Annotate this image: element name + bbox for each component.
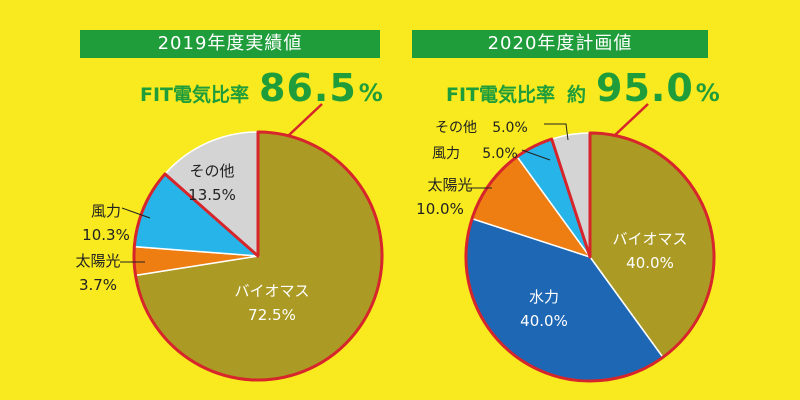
leader-line-その他 — [544, 123, 569, 141]
leader-line-風力 — [121, 207, 151, 219]
left-fit-value: 86.5 — [259, 66, 357, 110]
fit-callout-line — [287, 103, 323, 137]
right-chart-banner: 2020年度計画値 — [412, 30, 708, 58]
slice-value-バイオマス: 72.5% — [248, 306, 296, 324]
slice-label-その他: その他 — [189, 162, 234, 180]
right-fit-ratio: FIT電気比率約 95.0% — [446, 66, 720, 110]
slice-value-バイオマス: 40.0% — [626, 254, 674, 272]
slice-label-その他: その他 — [435, 120, 477, 136]
left-fit-unit: % — [358, 79, 383, 107]
right-fit-value: 95.0 — [596, 66, 694, 110]
slice-label-太陽光: 太陽光 — [75, 252, 120, 270]
slice-label-水力: 水力 — [529, 288, 559, 306]
pie-slice-その他 — [163, 131, 259, 258]
slice-label-風力: 風力 — [432, 146, 460, 162]
right-fit-unit: % — [695, 79, 720, 107]
slice-label-バイオマス: バイオマス — [234, 282, 309, 300]
leader-line-風力 — [521, 149, 551, 161]
slice-value-太陽光: 3.7% — [79, 276, 117, 294]
right-fit-prefix: 約 — [567, 84, 587, 106]
slice-label-風力: 風力 — [91, 202, 121, 220]
slice-value-水力: 40.0% — [520, 312, 568, 330]
slice-value-風力: 5.0% — [482, 146, 518, 162]
left-fit-ratio: FIT電気比率 86.5% — [140, 66, 383, 110]
slice-value-風力: 10.3% — [82, 226, 130, 244]
fit-share-outline — [464, 131, 716, 383]
slice-label-太陽光: 太陽光 — [427, 176, 472, 194]
slice-value-その他: 13.5% — [188, 186, 236, 204]
fit-callout-line — [613, 103, 649, 137]
right-fit-label: FIT電気比率 — [446, 84, 556, 106]
slice-value-太陽光: 10.0% — [416, 200, 464, 218]
left-fit-label: FIT電気比率 — [140, 84, 250, 106]
pie-chart-2019 — [120, 103, 384, 382]
slice-value-その他: 5.0% — [492, 120, 528, 136]
fit-share-outline — [132, 130, 384, 382]
pie-chart-2020 — [464, 103, 716, 383]
left-chart-banner: 2019年度実績値 — [80, 30, 380, 58]
slice-label-バイオマス: バイオマス — [612, 230, 687, 248]
